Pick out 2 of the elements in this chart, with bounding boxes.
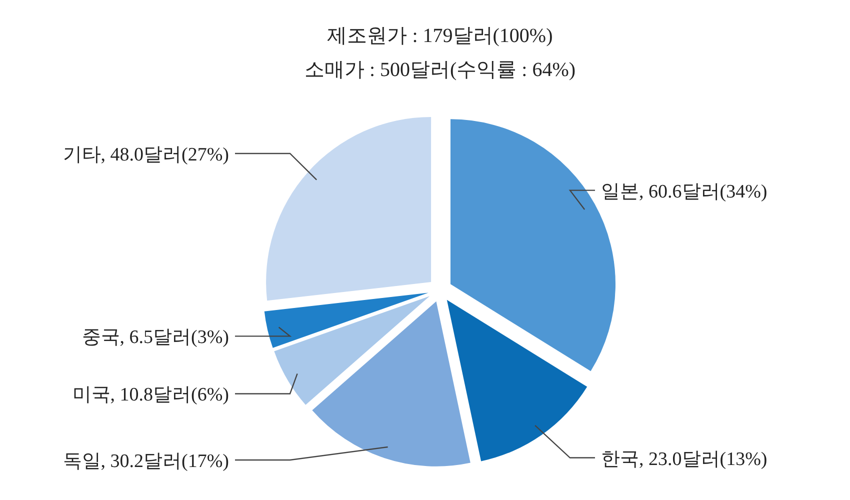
subtitle: 소매가 : 500달러(수익률 : 64%) bbox=[304, 59, 576, 81]
title: 제조원가 : 179달러(100%) bbox=[327, 25, 553, 47]
